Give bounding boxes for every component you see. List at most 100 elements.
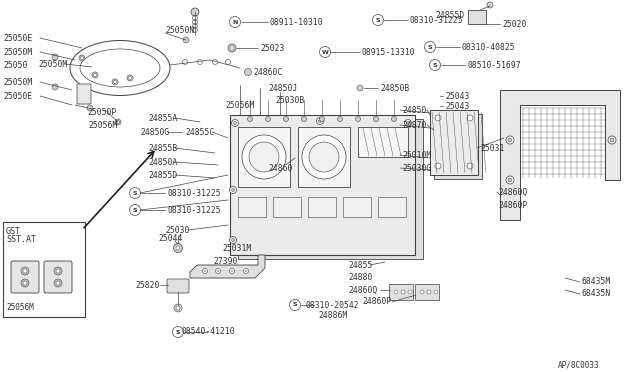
Text: 25050M: 25050M [3, 48, 32, 57]
Circle shape [182, 60, 188, 64]
Text: 25030B: 25030B [275, 96, 304, 105]
Circle shape [337, 116, 342, 122]
Text: N: N [232, 19, 237, 25]
Circle shape [248, 116, 253, 122]
Circle shape [243, 269, 248, 273]
Circle shape [435, 115, 441, 121]
Text: 25044: 25044 [158, 234, 182, 243]
Circle shape [174, 304, 182, 312]
Circle shape [394, 290, 398, 294]
Text: 24850G: 24850G [140, 128, 169, 137]
Bar [3, 222, 85, 317]
Circle shape [508, 138, 512, 142]
FancyBboxPatch shape [167, 279, 189, 293]
Text: 24880: 24880 [348, 273, 372, 282]
Circle shape [52, 54, 58, 60]
Text: 24855: 24855 [348, 260, 372, 269]
Text: 24860C: 24860C [253, 67, 282, 77]
Text: 25050M: 25050M [38, 60, 67, 68]
Circle shape [406, 122, 410, 125]
Bar [434, 114, 482, 179]
Text: 25043: 25043 [445, 92, 469, 100]
Circle shape [230, 237, 237, 244]
Circle shape [23, 281, 27, 285]
Circle shape [429, 60, 440, 71]
Text: 25820: 25820 [135, 280, 159, 289]
Bar [430, 110, 478, 175]
Text: 08540-41210: 08540-41210 [182, 327, 236, 337]
Bar [308, 197, 336, 217]
Circle shape [23, 269, 27, 273]
Text: 25031: 25031 [480, 144, 504, 153]
Text: 25056M: 25056M [88, 121, 117, 129]
Circle shape [355, 116, 360, 122]
Text: 24855B: 24855B [148, 144, 177, 153]
Circle shape [408, 290, 412, 294]
Circle shape [309, 142, 339, 172]
Circle shape [176, 306, 180, 310]
Text: 24860Q: 24860Q [498, 187, 527, 196]
FancyBboxPatch shape [389, 284, 413, 300]
Bar [238, 119, 423, 259]
Text: 25050E: 25050E [3, 92, 32, 100]
Circle shape [93, 74, 97, 77]
Text: 25020: 25020 [502, 19, 526, 29]
Text: 08310-31225: 08310-31225 [167, 205, 221, 215]
Text: 24855D: 24855D [436, 10, 465, 19]
Circle shape [232, 238, 234, 241]
Circle shape [216, 269, 221, 273]
Polygon shape [190, 255, 265, 278]
Circle shape [212, 60, 218, 64]
Text: 25056M: 25056M [225, 100, 254, 109]
Polygon shape [500, 90, 620, 220]
Circle shape [506, 136, 514, 144]
Circle shape [173, 244, 182, 253]
Text: 08310-31225: 08310-31225 [167, 189, 221, 198]
Circle shape [21, 267, 29, 275]
Circle shape [230, 46, 234, 50]
Circle shape [217, 270, 219, 272]
Circle shape [173, 327, 184, 337]
Text: 25050E: 25050E [3, 33, 32, 42]
Circle shape [56, 269, 60, 273]
Text: 24850B: 24850B [380, 83, 409, 93]
Circle shape [372, 15, 383, 26]
Circle shape [191, 8, 199, 16]
Circle shape [116, 121, 120, 124]
Circle shape [183, 37, 189, 43]
Circle shape [129, 77, 131, 80]
Circle shape [404, 119, 412, 126]
Circle shape [401, 290, 405, 294]
Circle shape [302, 135, 346, 179]
Text: 25056M: 25056M [6, 302, 34, 311]
Bar [273, 197, 301, 217]
Text: 24860Q: 24860Q [348, 285, 377, 295]
Text: 08310-31225: 08310-31225 [410, 16, 463, 25]
Text: 24886M: 24886M [318, 311, 348, 320]
Text: 25050P: 25050P [87, 108, 116, 116]
Bar [378, 197, 406, 217]
Circle shape [610, 138, 614, 142]
Circle shape [392, 116, 397, 122]
Text: S: S [292, 302, 298, 308]
Text: 25023: 25023 [260, 44, 284, 52]
Circle shape [508, 178, 512, 182]
Circle shape [424, 42, 435, 52]
Circle shape [435, 163, 441, 169]
Text: 24855C: 24855C [185, 128, 214, 137]
Circle shape [230, 16, 241, 28]
Text: 25030: 25030 [165, 225, 189, 234]
Text: SST.AT: SST.AT [6, 234, 36, 244]
Circle shape [467, 163, 473, 169]
Circle shape [52, 84, 58, 90]
Circle shape [112, 79, 118, 85]
Text: 27390: 27390 [213, 257, 237, 266]
Circle shape [230, 269, 234, 273]
Text: 24860P: 24860P [498, 201, 527, 209]
Bar [230, 115, 415, 255]
Bar [238, 197, 266, 217]
Text: 25010M: 25010M [402, 151, 431, 160]
Circle shape [317, 118, 323, 125]
Circle shape [467, 115, 473, 121]
Circle shape [266, 116, 271, 122]
